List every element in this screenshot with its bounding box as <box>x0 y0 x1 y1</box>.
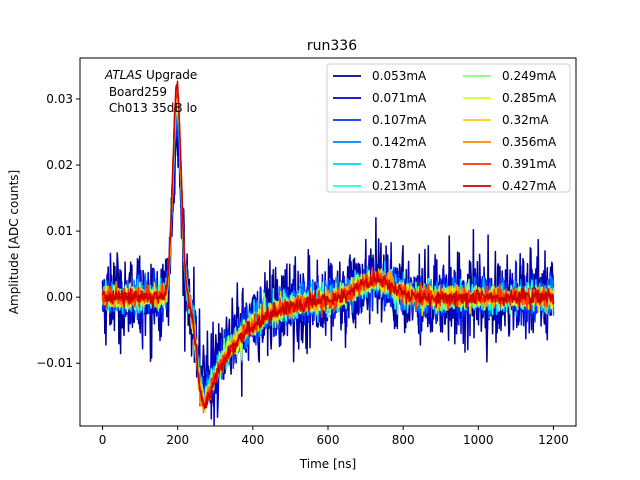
legend-label: 0.178mA <box>372 157 427 171</box>
y-axis-label: Amplitude [ADC counts] <box>7 170 21 314</box>
y-tick-label: 0.02 <box>46 158 73 172</box>
annotation-upgrade-text: Upgrade <box>142 68 197 82</box>
legend-item: 0.391mA <box>463 157 557 171</box>
chart-title: run336 <box>307 38 357 54</box>
legend-label: 0.213mA <box>372 179 427 193</box>
legend-item: 0.107mA <box>333 113 427 127</box>
y-tick-label: 0.00 <box>46 290 73 304</box>
y-axis: −0.01 0.00 0.01 0.02 0.03 <box>36 92 80 370</box>
legend-label: 0.356mA <box>502 135 557 149</box>
annotation-line-1: ATLAS Upgrade <box>104 68 197 82</box>
legend-label: 0.285mA <box>502 91 557 105</box>
legend-item: 0.178mA <box>333 157 427 171</box>
series-layer <box>101 80 555 426</box>
annotation-line-2: Board259 <box>105 85 167 99</box>
legend-item: 0.32mA <box>463 113 549 127</box>
legend-label: 0.053mA <box>372 69 427 83</box>
x-tick-label: 600 <box>317 433 340 447</box>
legend-item: 0.285mA <box>463 91 557 105</box>
legend-label: 0.427mA <box>502 179 557 193</box>
x-tick-label: 1200 <box>538 433 569 447</box>
legend-item: 0.213mA <box>333 179 427 193</box>
legend-label: 0.107mA <box>372 113 427 127</box>
x-tick-label: 800 <box>392 433 415 447</box>
legend-item: 0.053mA <box>333 69 427 83</box>
x-axis: 0 200 400 600 800 1000 1200 <box>99 426 569 447</box>
annotation-atlas-text: ATLAS <box>104 68 143 82</box>
x-tick-label: 200 <box>166 433 189 447</box>
legend-label: 0.391mA <box>502 157 557 171</box>
legend-item: 0.249mA <box>463 69 557 83</box>
legend-label: 0.32mA <box>502 113 549 127</box>
legend-label: 0.249mA <box>502 69 557 83</box>
x-tick-label: 1000 <box>463 433 494 447</box>
atlas-annotation: ATLAS Upgrade Board259 Ch013 35dB lo <box>104 68 197 115</box>
x-tick-label: 0 <box>99 433 107 447</box>
legend-box <box>326 63 571 193</box>
legend-label: 0.142mA <box>372 135 427 149</box>
series-line <box>101 80 555 410</box>
annotation-line-3: Ch013 35dB lo <box>105 101 197 115</box>
legend: 0.053mA 0.071mA 0.107mA 0.142mA 0.178mA 0.213… <box>326 63 571 193</box>
legend-item: 0.071mA <box>333 91 427 105</box>
legend-item: 0.356mA <box>463 135 557 149</box>
legend-item: 0.427mA <box>463 179 557 193</box>
y-tick-label: 0.01 <box>46 224 73 238</box>
y-tick-label: 0.03 <box>46 92 73 106</box>
x-tick-label: 400 <box>241 433 264 447</box>
y-tick-label: −0.01 <box>36 356 73 370</box>
legend-item: 0.142mA <box>333 135 427 149</box>
legend-label: 0.071mA <box>372 91 427 105</box>
x-axis-label: Time [ns] <box>299 457 356 471</box>
